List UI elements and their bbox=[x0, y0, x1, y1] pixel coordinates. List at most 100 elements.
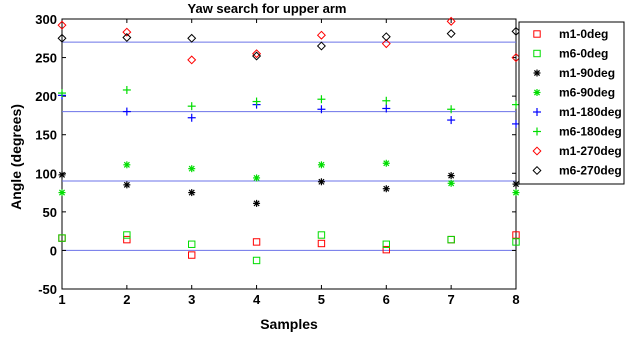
x-tick-label: 3 bbox=[188, 292, 195, 307]
data-point-m6-90deg bbox=[382, 159, 390, 167]
data-point-m1-90deg bbox=[447, 172, 455, 180]
data-point-m6-90deg bbox=[188, 165, 196, 173]
legend-marker bbox=[533, 89, 541, 96]
data-point-m6-0deg bbox=[447, 235, 455, 244]
y-tick-label: -50 bbox=[38, 282, 57, 297]
data-point-m1-90deg bbox=[188, 189, 196, 197]
data-point-m6-270deg bbox=[316, 41, 326, 51]
y-tick-label: 200 bbox=[35, 89, 57, 104]
y-tick-label: 150 bbox=[35, 128, 57, 143]
data-point-m6-0deg bbox=[123, 231, 131, 239]
data-point-m1-0deg bbox=[317, 239, 326, 248]
y-tick-label: 300 bbox=[35, 12, 57, 27]
data-point-m1-90deg bbox=[512, 180, 520, 188]
legend-label: m6-0deg bbox=[559, 47, 608, 61]
data-point-m6-0deg bbox=[512, 238, 520, 246]
legend-label: m6-90deg bbox=[559, 86, 615, 100]
data-point-m1-270deg bbox=[122, 27, 132, 37]
legend-marker bbox=[533, 108, 541, 116]
data-point-m1-270deg bbox=[316, 30, 326, 40]
legend-marker bbox=[533, 49, 541, 58]
data-point-m6-90deg bbox=[512, 189, 520, 197]
legend-item: m6-180deg bbox=[533, 125, 622, 139]
data-point-m1-270deg bbox=[381, 39, 391, 49]
data-point-m1-90deg bbox=[123, 181, 131, 189]
data-point-m1-270deg bbox=[187, 55, 197, 65]
x-tick-label: 5 bbox=[318, 292, 325, 307]
x-tick-label: 8 bbox=[512, 292, 519, 307]
data-point-m6-0deg bbox=[58, 234, 66, 242]
x-tick-label: 6 bbox=[383, 292, 390, 307]
data-point-m1-0deg bbox=[382, 245, 390, 254]
legend-label: m6-270deg bbox=[559, 164, 622, 178]
x-tick-label: 4 bbox=[253, 292, 261, 307]
data-point-m6-0deg bbox=[317, 231, 326, 239]
x-tick-label: 1 bbox=[58, 292, 65, 307]
data-point-m6-270deg bbox=[122, 33, 132, 43]
legend-item: m1-90deg bbox=[533, 66, 615, 80]
data-point-m6-0deg bbox=[188, 240, 196, 248]
legend-item: m6-270deg bbox=[532, 164, 622, 178]
y-tick-label: 100 bbox=[35, 166, 57, 181]
legend-marker bbox=[533, 30, 541, 38]
data-point-m6-180deg bbox=[58, 89, 66, 98]
data-point-m1-180deg bbox=[447, 116, 456, 125]
data-point-m1-270deg bbox=[57, 20, 67, 30]
data-point-m6-90deg bbox=[447, 179, 455, 187]
data-point-m1-180deg bbox=[317, 105, 326, 114]
data-point-m6-180deg bbox=[122, 85, 131, 94]
data-point-m6-270deg bbox=[446, 29, 456, 39]
data-point-m1-180deg bbox=[382, 104, 391, 113]
data-point-m1-0deg bbox=[252, 238, 261, 246]
y-tick-label: 0 bbox=[50, 243, 57, 258]
chart-title: Yaw search for upper arm bbox=[188, 1, 347, 16]
data-point-m6-180deg bbox=[447, 105, 456, 114]
data-point-m6-0deg bbox=[252, 256, 261, 265]
data-point-m1-0deg bbox=[512, 231, 520, 239]
data-point-m1-0deg bbox=[188, 251, 196, 259]
data-point-m1-180deg bbox=[187, 113, 196, 122]
data-point-m1-90deg bbox=[58, 171, 66, 179]
data-point-m1-0deg bbox=[123, 235, 131, 244]
legend-item: m6-0deg bbox=[533, 47, 608, 61]
data-point-m6-90deg bbox=[253, 174, 261, 182]
legend-label: m1-0deg bbox=[559, 27, 608, 41]
y-tick-label: 50 bbox=[43, 205, 57, 220]
legend-label: m1-90deg bbox=[559, 66, 615, 80]
data-point-m6-90deg bbox=[58, 189, 66, 197]
data-point-m1-90deg bbox=[382, 185, 390, 193]
legend-label: m6-180deg bbox=[559, 125, 622, 139]
data-point-m1-0deg bbox=[447, 235, 455, 244]
data-point-m6-0deg bbox=[382, 240, 390, 248]
data-point-m6-270deg bbox=[252, 51, 262, 61]
legend-item: m1-270deg bbox=[532, 144, 622, 158]
data-point-m6-180deg bbox=[382, 96, 391, 105]
legend-item: m1-180deg bbox=[533, 105, 622, 119]
y-tick-label: 250 bbox=[35, 51, 57, 66]
legend-label: m1-180deg bbox=[559, 105, 622, 119]
legend-label: m1-270deg bbox=[559, 144, 622, 158]
data-point-m1-90deg bbox=[317, 178, 325, 186]
data-point-m6-270deg bbox=[187, 33, 197, 43]
data-point-m6-180deg bbox=[252, 97, 261, 106]
legend-marker bbox=[533, 69, 541, 77]
x-tick-label: 2 bbox=[123, 292, 130, 307]
legend-box bbox=[518, 21, 625, 185]
data-point-m1-180deg bbox=[122, 107, 131, 116]
plot-area: 1 2 3 4 5 6 7 8 -50 0 50 100 150 200 250 300 bbox=[35, 12, 521, 307]
legend: m1-0deg m6-0deg m1-90deg m6-90deg m1-180deg m… bbox=[518, 21, 625, 185]
legend-item: m6-90deg bbox=[533, 86, 615, 100]
data-point-m6-90deg bbox=[123, 161, 131, 169]
data-point-m6-90deg bbox=[317, 161, 325, 169]
data-point-m1-270deg bbox=[446, 16, 456, 26]
legend-marker bbox=[533, 127, 541, 136]
x-axis-label: Samples bbox=[260, 316, 318, 332]
data-point-m6-180deg bbox=[317, 95, 326, 104]
data-point-m6-180deg bbox=[187, 102, 196, 111]
y-axis-label: Angle (degrees) bbox=[8, 104, 24, 210]
plot-frame bbox=[61, 18, 517, 290]
data-point-m1-90deg bbox=[253, 199, 261, 207]
legend-marker bbox=[532, 165, 542, 176]
data-point-m1-270deg bbox=[252, 49, 262, 59]
